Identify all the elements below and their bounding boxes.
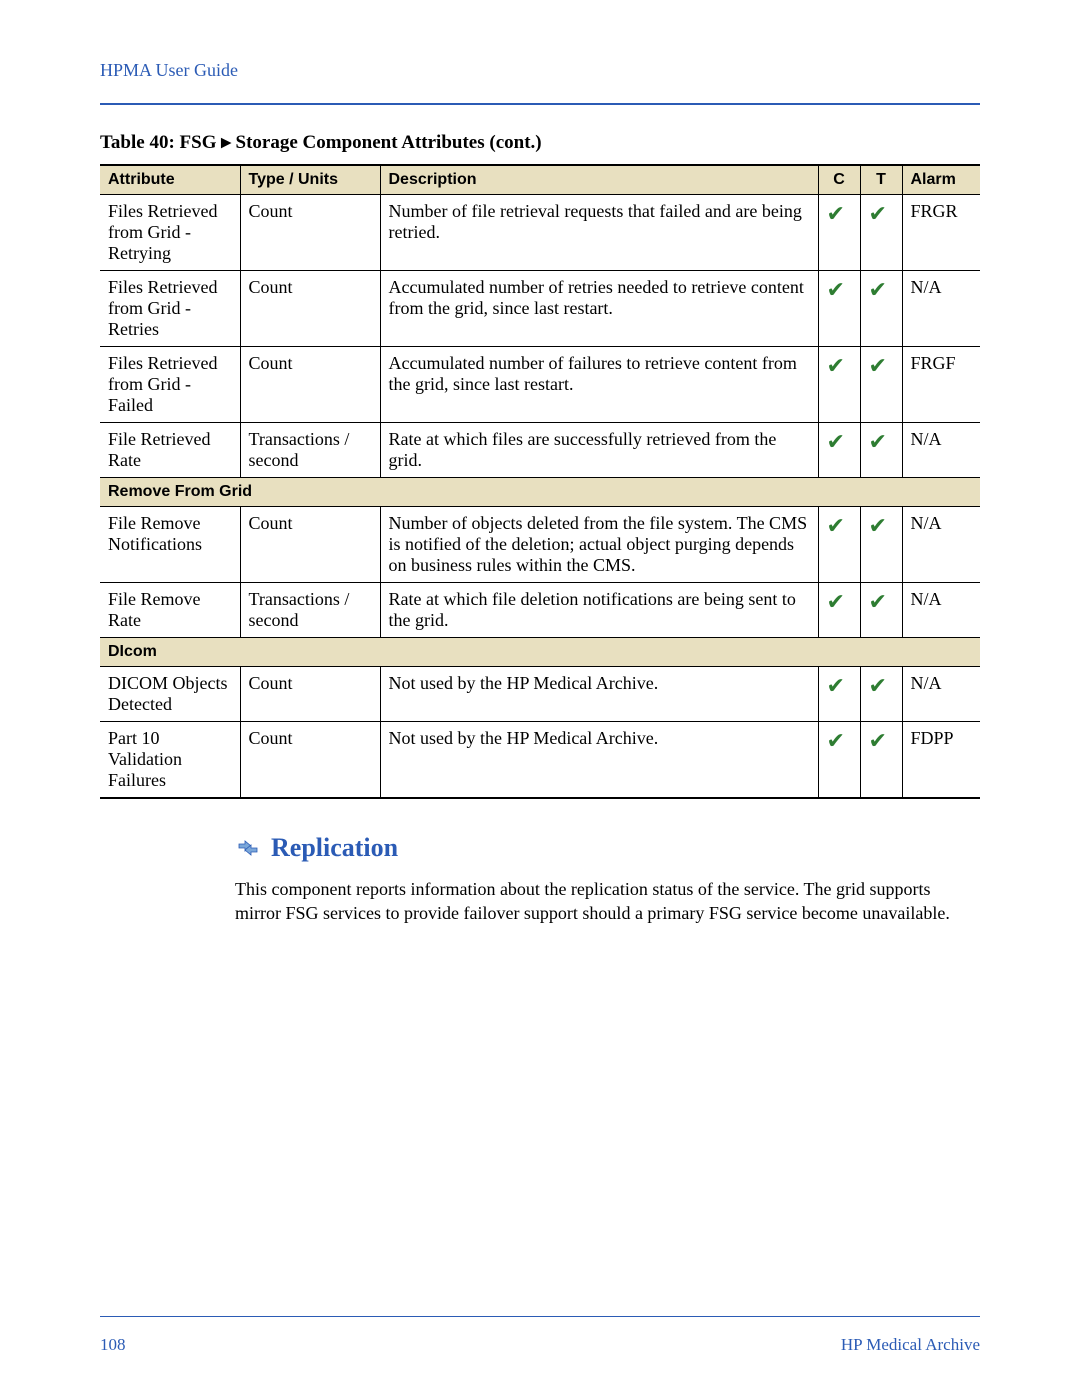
cell-attribute: Files Retrieved from Grid - Retrying — [100, 195, 240, 271]
table-row: Files Retrieved from Grid - RetriesCount… — [100, 271, 980, 347]
cell-c: ✔ — [818, 423, 860, 478]
header-rule — [100, 103, 980, 105]
table-row: File Remove RateTransactions / secondRat… — [100, 583, 980, 638]
cell-description: Rate at which file deletion notifi­catio… — [380, 583, 818, 638]
cell-t: ✔ — [860, 347, 902, 423]
table-section-row: Remove From Grid — [100, 478, 980, 507]
table-row: Part 10 Validation FailuresCountNot used… — [100, 722, 980, 799]
col-type: Type / Units — [240, 165, 380, 195]
cell-type: Count — [240, 347, 380, 423]
cell-attribute: DICOM Objects Detected — [100, 667, 240, 722]
replication-icon — [235, 838, 261, 858]
check-icon: ✔ — [869, 728, 887, 753]
cell-c: ✔ — [818, 195, 860, 271]
col-alarm: Alarm — [902, 165, 980, 195]
cell-type: Count — [240, 195, 380, 271]
attributes-table: Attribute Type / Units Description C T A… — [100, 164, 980, 799]
cell-type: Count — [240, 667, 380, 722]
cell-alarm: N/A — [902, 271, 980, 347]
cell-c: ✔ — [818, 507, 860, 583]
cell-alarm: N/A — [902, 423, 980, 478]
footer-right: HP Medical Archive — [841, 1335, 980, 1355]
page-footer: 108 HP Medical Archive — [100, 1316, 980, 1355]
check-icon: ✔ — [869, 353, 887, 378]
table-row: Files Retrieved from Grid - RetryingCoun… — [100, 195, 980, 271]
check-icon: ✔ — [869, 673, 887, 698]
check-icon: ✔ — [869, 589, 887, 614]
check-icon: ✔ — [827, 589, 845, 614]
cell-t: ✔ — [860, 507, 902, 583]
cell-alarm: N/A — [902, 667, 980, 722]
section-title-text: Replication — [271, 833, 398, 863]
cell-alarm: FDPP — [902, 722, 980, 799]
check-icon: ✔ — [827, 277, 845, 302]
check-icon: ✔ — [827, 201, 845, 226]
check-icon: ✔ — [869, 429, 887, 454]
section-label: Remove From Grid — [100, 478, 980, 507]
cell-attribute: Part 10 Validation Failures — [100, 722, 240, 799]
cell-alarm: FRGF — [902, 347, 980, 423]
cell-attribute: File Remove Notifications — [100, 507, 240, 583]
footer-rule — [100, 1316, 980, 1317]
table-caption: Table 40: FSG ▸ Storage Component Attrib… — [100, 131, 980, 154]
col-c: C — [818, 165, 860, 195]
cell-t: ✔ — [860, 271, 902, 347]
col-attribute: Attribute — [100, 165, 240, 195]
cell-attribute: Files Retrieved from Grid - Failed — [100, 347, 240, 423]
section-body: This component reports information about… — [235, 877, 955, 926]
check-icon: ✔ — [869, 513, 887, 538]
cell-type: Count — [240, 507, 380, 583]
page-number: 108 — [100, 1335, 126, 1355]
table-section-row: DIcom — [100, 638, 980, 667]
section-label: DIcom — [100, 638, 980, 667]
cell-type: Count — [240, 271, 380, 347]
cell-description: Accumulated number of failures to retrie… — [380, 347, 818, 423]
check-icon: ✔ — [827, 673, 845, 698]
check-icon: ✔ — [869, 277, 887, 302]
cell-alarm: N/A — [902, 583, 980, 638]
cell-type: Count — [240, 722, 380, 799]
cell-type: Transactions / second — [240, 423, 380, 478]
check-icon: ✔ — [869, 201, 887, 226]
cell-alarm: FRGR — [902, 195, 980, 271]
check-icon: ✔ — [827, 353, 845, 378]
table-row: File Remove NotificationsCountNumber of … — [100, 507, 980, 583]
cell-t: ✔ — [860, 195, 902, 271]
cell-description: Not used by the HP Medical Archive. — [380, 667, 818, 722]
check-icon: ✔ — [827, 728, 845, 753]
cell-c: ✔ — [818, 583, 860, 638]
page-header: HPMA User Guide — [100, 60, 980, 81]
col-description: Description — [380, 165, 818, 195]
cell-type: Transactions / second — [240, 583, 380, 638]
cell-c: ✔ — [818, 667, 860, 722]
cell-t: ✔ — [860, 583, 902, 638]
cell-c: ✔ — [818, 271, 860, 347]
cell-description: Rate at which files are successfully ret… — [380, 423, 818, 478]
table-row: File Retrieved RateTransactions / second… — [100, 423, 980, 478]
cell-description: Not used by the HP Medical Archive. — [380, 722, 818, 799]
cell-alarm: N/A — [902, 507, 980, 583]
cell-attribute: File Remove Rate — [100, 583, 240, 638]
cell-attribute: Files Retrieved from Grid - Retries — [100, 271, 240, 347]
check-icon: ✔ — [827, 429, 845, 454]
cell-t: ✔ — [860, 667, 902, 722]
cell-c: ✔ — [818, 722, 860, 799]
section-heading: Replication — [235, 833, 980, 863]
cell-t: ✔ — [860, 423, 902, 478]
cell-c: ✔ — [818, 347, 860, 423]
table-row: Files Retrieved from Grid - FailedCountA… — [100, 347, 980, 423]
check-icon: ✔ — [827, 513, 845, 538]
cell-description: Number of objects deleted from the file … — [380, 507, 818, 583]
cell-description: Number of file retrieval requests that f… — [380, 195, 818, 271]
table-row: DICOM Objects DetectedCountNot used by t… — [100, 667, 980, 722]
cell-t: ✔ — [860, 722, 902, 799]
col-t: T — [860, 165, 902, 195]
table-header-row: Attribute Type / Units Description C T A… — [100, 165, 980, 195]
cell-attribute: File Retrieved Rate — [100, 423, 240, 478]
cell-description: Accumulated number of retries needed to … — [380, 271, 818, 347]
